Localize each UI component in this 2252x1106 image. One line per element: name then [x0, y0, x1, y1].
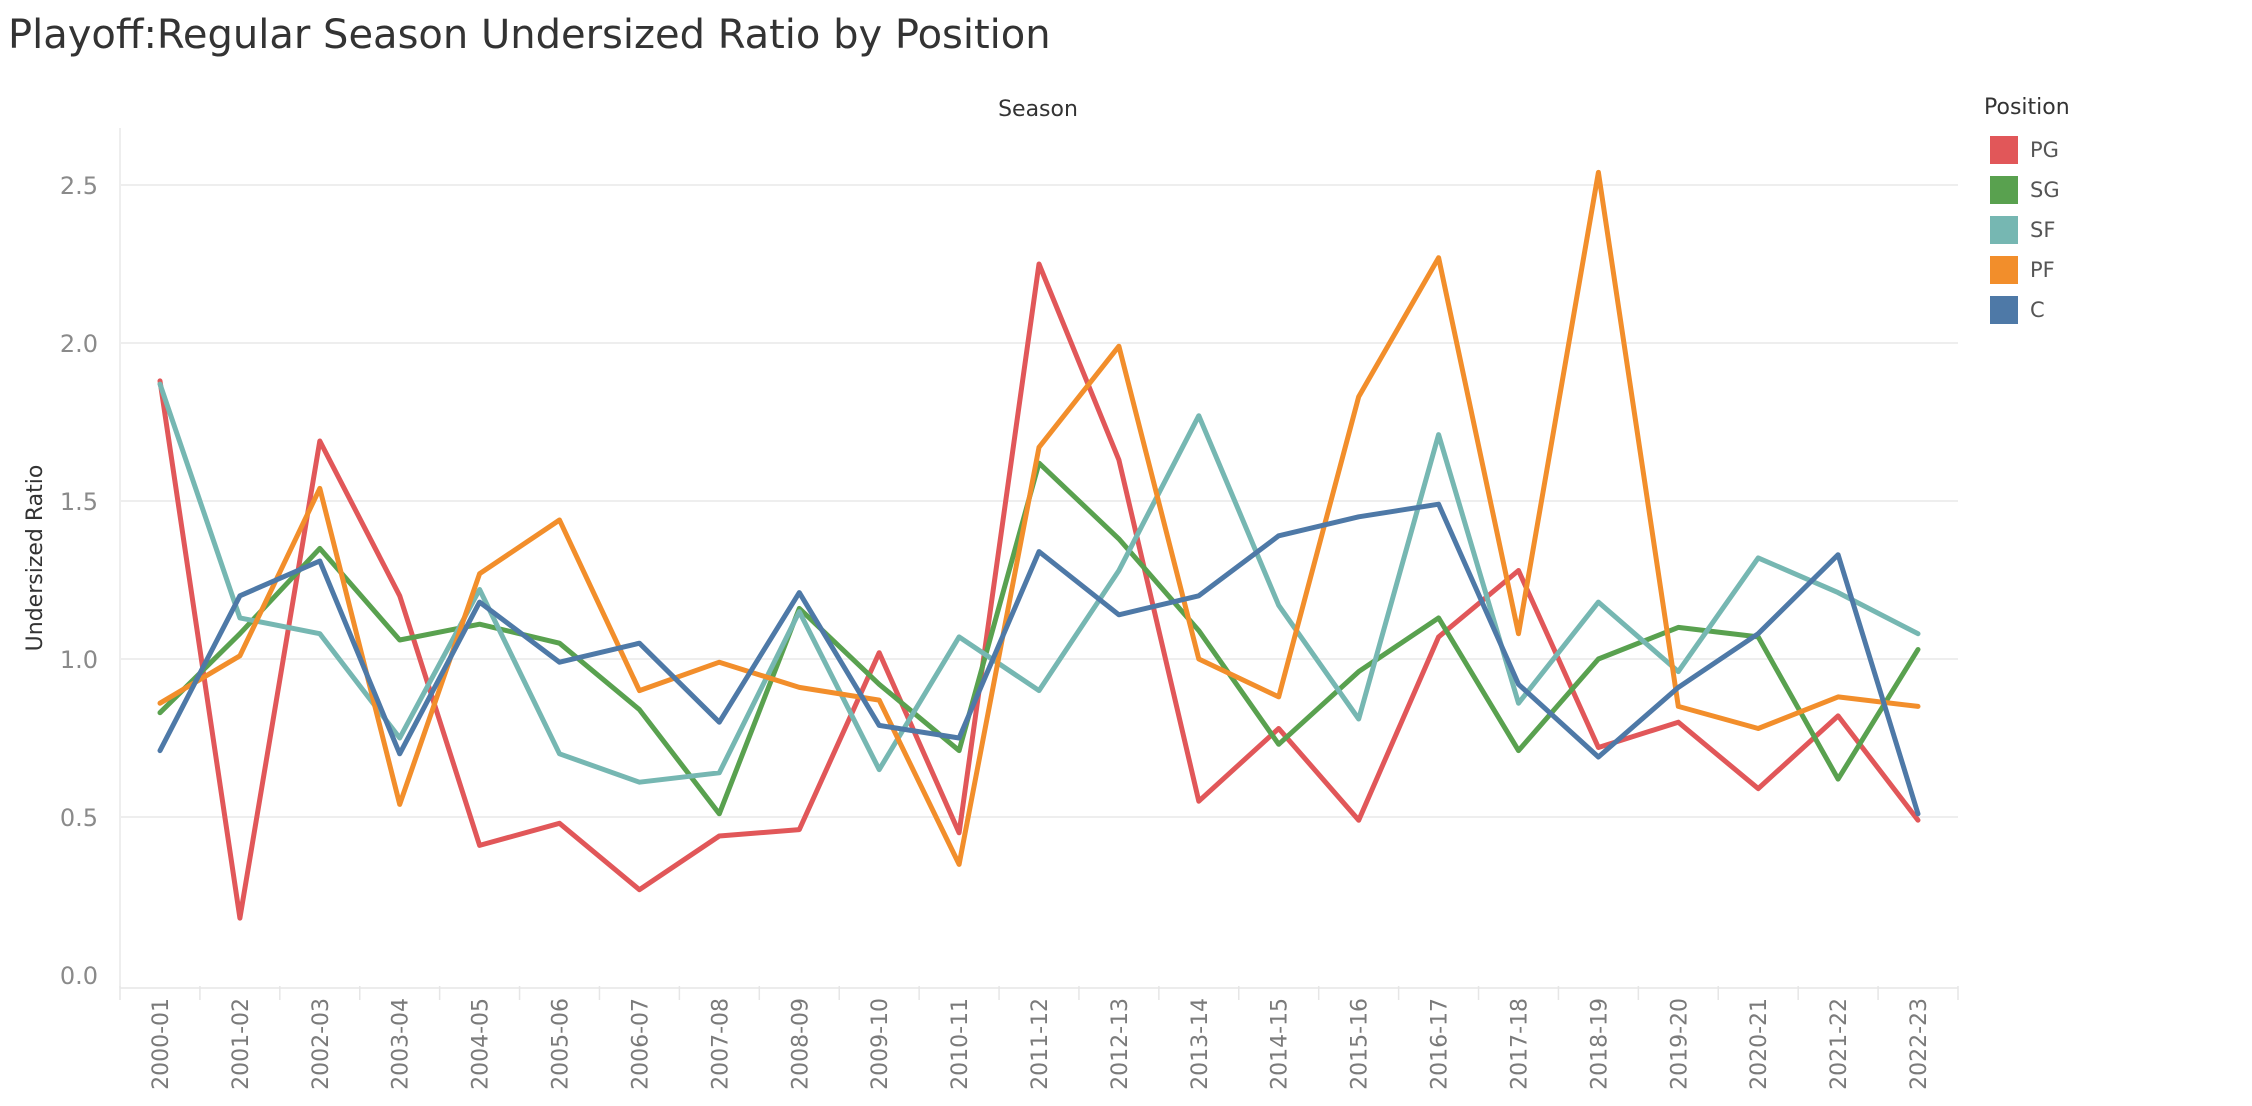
x-tick-label: 2010-11: [948, 998, 973, 1090]
y-tick-label: 2.0: [60, 330, 98, 358]
x-tick-label: 2022-23: [1907, 998, 1932, 1090]
x-tick-label: 2008-09: [788, 998, 813, 1090]
legend-swatch-pg: [1990, 136, 2018, 164]
chart-title: Playoff:Regular Season Undersized Ratio …: [8, 12, 1051, 58]
x-tick-label: 2006-07: [628, 998, 653, 1090]
legend-swatch-c: [1990, 296, 2018, 324]
x-tick-label: 2011-12: [1028, 998, 1053, 1090]
legend-item-c[interactable]: C: [1984, 290, 2224, 330]
legend-title: Position: [1984, 95, 2070, 120]
x-tick-label: 2000-01: [149, 998, 174, 1090]
x-tick-label: 2021-22: [1827, 998, 1852, 1090]
x-tick-label: 2009-10: [868, 998, 893, 1090]
series-line-c: [157, 501, 1921, 817]
legend-swatch-sf: [1990, 216, 2018, 244]
x-tick-label: 2014-15: [1268, 998, 1293, 1090]
legend-label-pf: PF: [2030, 258, 2055, 282]
legend-item-sf[interactable]: SF: [1984, 210, 2224, 250]
x-tick-label: 2018-19: [1587, 998, 1612, 1090]
legend-swatch-pf: [1990, 256, 2018, 284]
x-tick-label: 2005-06: [549, 998, 574, 1090]
x-tick-label: 2020-21: [1747, 998, 1772, 1090]
x-tick-label: 2012-13: [1108, 998, 1133, 1090]
y-tick-label: 2.5: [60, 172, 98, 200]
legend-item-pg[interactable]: PG: [1984, 130, 2224, 170]
y-tick-label: 1.5: [60, 488, 98, 516]
y-tick-label: 0.0: [60, 962, 98, 990]
x-tick-label: 2003-04: [389, 998, 414, 1090]
series-line-sf: [157, 381, 1921, 785]
y-tick-label: 0.5: [60, 804, 98, 832]
legend-label-c: C: [2030, 298, 2045, 322]
series-line-pg: [157, 261, 1921, 921]
x-tick-label: 2007-08: [708, 998, 733, 1090]
y-axis-title: Undersized Ratio: [23, 465, 48, 652]
legend-item-pf[interactable]: PF: [1984, 250, 2224, 290]
x-axis-title: Season: [998, 97, 1078, 122]
y-tick-label: 1.0: [60, 646, 98, 674]
legend-label-sf: SF: [2030, 218, 2056, 242]
legend-label-sg: SG: [2030, 178, 2060, 202]
x-tick-label: 2017-18: [1507, 998, 1532, 1090]
x-tick-label: 2001-02: [229, 998, 254, 1090]
x-tick-label: 2015-16: [1348, 998, 1373, 1090]
x-tick-label: 2004-05: [469, 998, 494, 1090]
legend-item-sg[interactable]: SG: [1984, 170, 2224, 210]
x-tick-label: 2019-20: [1667, 998, 1692, 1090]
legend-swatch-sg: [1990, 176, 2018, 204]
legend: Position PG SG SF PF C: [1984, 94, 2224, 330]
legend-label-pg: PG: [2030, 138, 2059, 162]
series-line-sg: [157, 460, 1921, 817]
x-tick-label: 2016-17: [1428, 998, 1453, 1090]
x-tick-label: 2002-03: [309, 998, 334, 1090]
x-tick-label: 2013-14: [1188, 998, 1213, 1090]
